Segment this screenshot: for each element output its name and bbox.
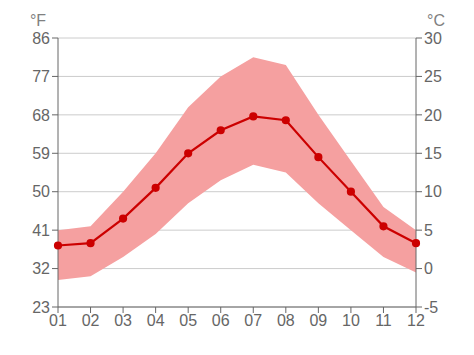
svg-text:02: 02 <box>82 312 100 329</box>
svg-text:11: 11 <box>375 312 392 329</box>
svg-text:07: 07 <box>244 312 262 329</box>
svg-text:32: 32 <box>32 260 50 277</box>
svg-text:12: 12 <box>407 312 425 329</box>
svg-text:°C: °C <box>427 12 445 29</box>
svg-text:25: 25 <box>424 68 442 85</box>
svg-text:03: 03 <box>114 312 132 329</box>
svg-text:41: 41 <box>32 222 50 239</box>
svg-text:23: 23 <box>32 299 50 316</box>
svg-text:08: 08 <box>277 312 295 329</box>
svg-text:10: 10 <box>342 312 360 329</box>
svg-text:30: 30 <box>424 30 442 47</box>
svg-text:06: 06 <box>212 312 230 329</box>
svg-text:-5: -5 <box>424 299 438 316</box>
svg-text:04: 04 <box>147 312 165 329</box>
svg-text:09: 09 <box>309 312 327 329</box>
svg-text:10: 10 <box>424 183 442 200</box>
svg-text:20: 20 <box>424 107 442 124</box>
svg-text:5: 5 <box>424 222 433 239</box>
svg-text:68: 68 <box>32 107 50 124</box>
svg-text:01: 01 <box>49 312 67 329</box>
svg-text:°F: °F <box>30 12 46 29</box>
svg-text:0: 0 <box>424 260 433 277</box>
svg-text:77: 77 <box>32 68 50 85</box>
svg-text:05: 05 <box>179 312 197 329</box>
svg-text:50: 50 <box>32 183 50 200</box>
svg-text:59: 59 <box>32 145 50 162</box>
svg-text:15: 15 <box>424 145 442 162</box>
svg-text:86: 86 <box>32 30 50 47</box>
